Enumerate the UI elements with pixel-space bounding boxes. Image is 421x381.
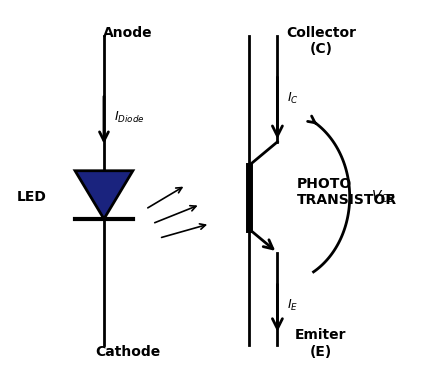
Text: $I_E$: $I_E$ bbox=[287, 298, 298, 313]
Polygon shape bbox=[75, 171, 133, 219]
Text: $V_{CE}$: $V_{CE}$ bbox=[371, 189, 396, 205]
Text: Emiter
(E): Emiter (E) bbox=[295, 328, 346, 359]
Text: PHOTO
TRANSISTOR: PHOTO TRANSISTOR bbox=[297, 177, 397, 207]
Text: $I_C$: $I_C$ bbox=[287, 91, 299, 106]
Text: Anode: Anode bbox=[103, 26, 153, 40]
Text: $I_{Diode}$: $I_{Diode}$ bbox=[114, 110, 144, 125]
Text: LED: LED bbox=[17, 190, 47, 204]
Text: Collector
(C): Collector (C) bbox=[286, 26, 356, 56]
Text: Cathode: Cathode bbox=[96, 345, 161, 359]
